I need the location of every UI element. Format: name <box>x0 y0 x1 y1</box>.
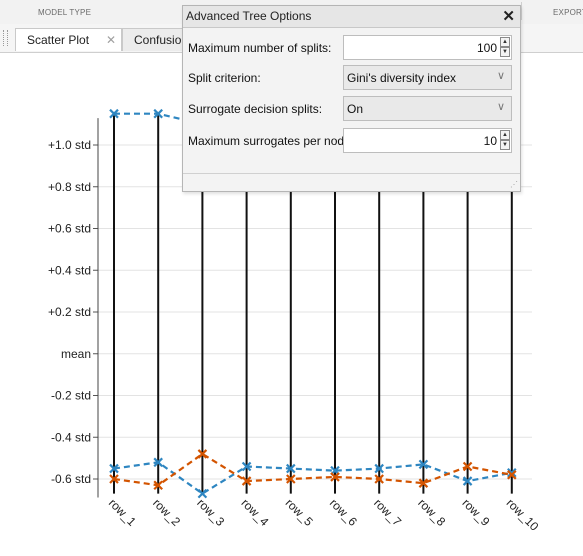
split-criterion-value: Gini's diversity index <box>347 71 456 85</box>
series-line <box>113 452 513 487</box>
y-tick-label: +0.6 std <box>48 222 91 236</box>
data-point-marker[interactable] <box>374 463 384 474</box>
y-tick-label: -0.2 std <box>51 389 91 403</box>
data-point-marker[interactable] <box>462 476 473 486</box>
close-icon[interactable]: ✕ <box>106 33 117 47</box>
data-point-marker[interactable] <box>241 476 252 486</box>
series-line <box>113 461 513 495</box>
data-point-marker[interactable] <box>507 470 517 480</box>
x-tick-label: row_4 <box>238 496 271 529</box>
advanced-tree-options-dialog: Advanced Tree Options ✕ Maximum number o… <box>182 5 521 192</box>
tab-scatter-plot[interactable]: Scatter Plot ✕ <box>15 28 122 51</box>
chevron-down-icon: ∨ <box>496 101 505 113</box>
model-type-section-label: MODEL TYPE <box>38 8 92 17</box>
data-point-marker[interactable] <box>286 463 296 474</box>
dialog-separator <box>183 173 520 174</box>
data-point-marker[interactable] <box>153 108 163 119</box>
resize-grip-icon[interactable]: ⋰ <box>510 180 518 189</box>
surrogate-splits-label: Surrogate decision splits: <box>188 102 323 116</box>
x-tick-label: row_1 <box>106 496 139 529</box>
surrogate-splits-select[interactable]: On ∨ <box>343 96 512 121</box>
y-tick-label: mean <box>61 347 91 361</box>
x-tick-label: row_7 <box>371 496 404 529</box>
data-point-marker[interactable] <box>153 480 163 491</box>
data-point-marker[interactable] <box>462 461 473 472</box>
y-tick-label: +0.4 std <box>48 263 91 277</box>
dialog-title-bar[interactable]: Advanced Tree Options ✕ <box>183 6 520 28</box>
max-surrogates-spinner[interactable]: ▲ ▼ <box>500 130 510 151</box>
tab-bar-grip[interactable] <box>3 30 8 46</box>
y-tick-label: +1.0 std <box>48 138 91 152</box>
x-tick-label: row_5 <box>283 496 316 529</box>
data-point-marker[interactable] <box>374 474 384 484</box>
x-tick-label: row_8 <box>415 496 448 529</box>
export-section-label: EXPORT <box>553 8 583 17</box>
x-tick-label: row_2 <box>150 496 183 529</box>
max-surrogates-label: Maximum surrogates per node: <box>188 134 355 148</box>
y-tick-label: +0.2 std <box>48 305 91 319</box>
spin-up-icon[interactable]: ▲ <box>500 130 510 140</box>
x-tick-label: row_10 <box>504 496 542 534</box>
split-criterion-label: Split criterion: <box>188 71 261 85</box>
data-point-marker[interactable] <box>153 457 163 468</box>
data-point-marker[interactable] <box>109 108 119 119</box>
data-point-marker[interactable] <box>418 478 429 488</box>
data-point-marker[interactable] <box>197 449 208 459</box>
spin-down-icon[interactable]: ▼ <box>500 47 510 57</box>
tab-confusion-matrix[interactable]: Confusion M <box>122 28 186 51</box>
data-point-marker[interactable] <box>286 474 296 484</box>
data-point-marker[interactable] <box>241 461 252 472</box>
dialog-title: Advanced Tree Options <box>186 9 312 23</box>
max-splits-spinner[interactable]: ▲ ▼ <box>500 37 510 58</box>
toolstrip-divider <box>521 2 522 20</box>
surrogate-splits-value: On <box>347 102 364 116</box>
max-splits-label: Maximum number of splits: <box>188 41 332 55</box>
max-splits-value: 100 <box>476 41 497 55</box>
data-point-marker[interactable] <box>418 459 429 470</box>
max-surrogates-input[interactable]: 10 ▲ ▼ <box>343 128 512 153</box>
data-point-marker[interactable] <box>330 472 340 482</box>
chevron-down-icon: ∨ <box>496 70 505 82</box>
x-tick-label: row_6 <box>327 496 360 529</box>
spin-up-icon[interactable]: ▲ <box>500 37 510 47</box>
data-point-marker[interactable] <box>507 467 517 478</box>
max-splits-input[interactable]: 100 ▲ ▼ <box>343 35 512 60</box>
data-point-marker[interactable] <box>109 463 119 474</box>
y-tick-label: +0.8 std <box>48 180 91 194</box>
tab-confusion-matrix-label: Confusion M <box>134 33 186 47</box>
x-tick-label: row_9 <box>459 496 492 529</box>
tab-scatter-plot-label: Scatter Plot <box>27 33 90 47</box>
data-point-marker[interactable] <box>197 488 208 499</box>
x-tick-label: row_3 <box>194 496 227 529</box>
y-tick-label: -0.6 std <box>51 472 91 486</box>
data-point-marker[interactable] <box>109 474 119 484</box>
close-icon[interactable]: ✕ <box>502 8 515 25</box>
spin-down-icon[interactable]: ▼ <box>500 140 510 150</box>
max-surrogates-value: 10 <box>483 134 497 148</box>
parallel-coordinates-plot: +1.0 std +0.8 std +0.6 std +0.4 std +0.2 std… <box>48 108 542 534</box>
split-criterion-select[interactable]: Gini's diversity index ∨ <box>343 65 512 90</box>
y-tick-label: -0.4 std <box>51 430 91 444</box>
